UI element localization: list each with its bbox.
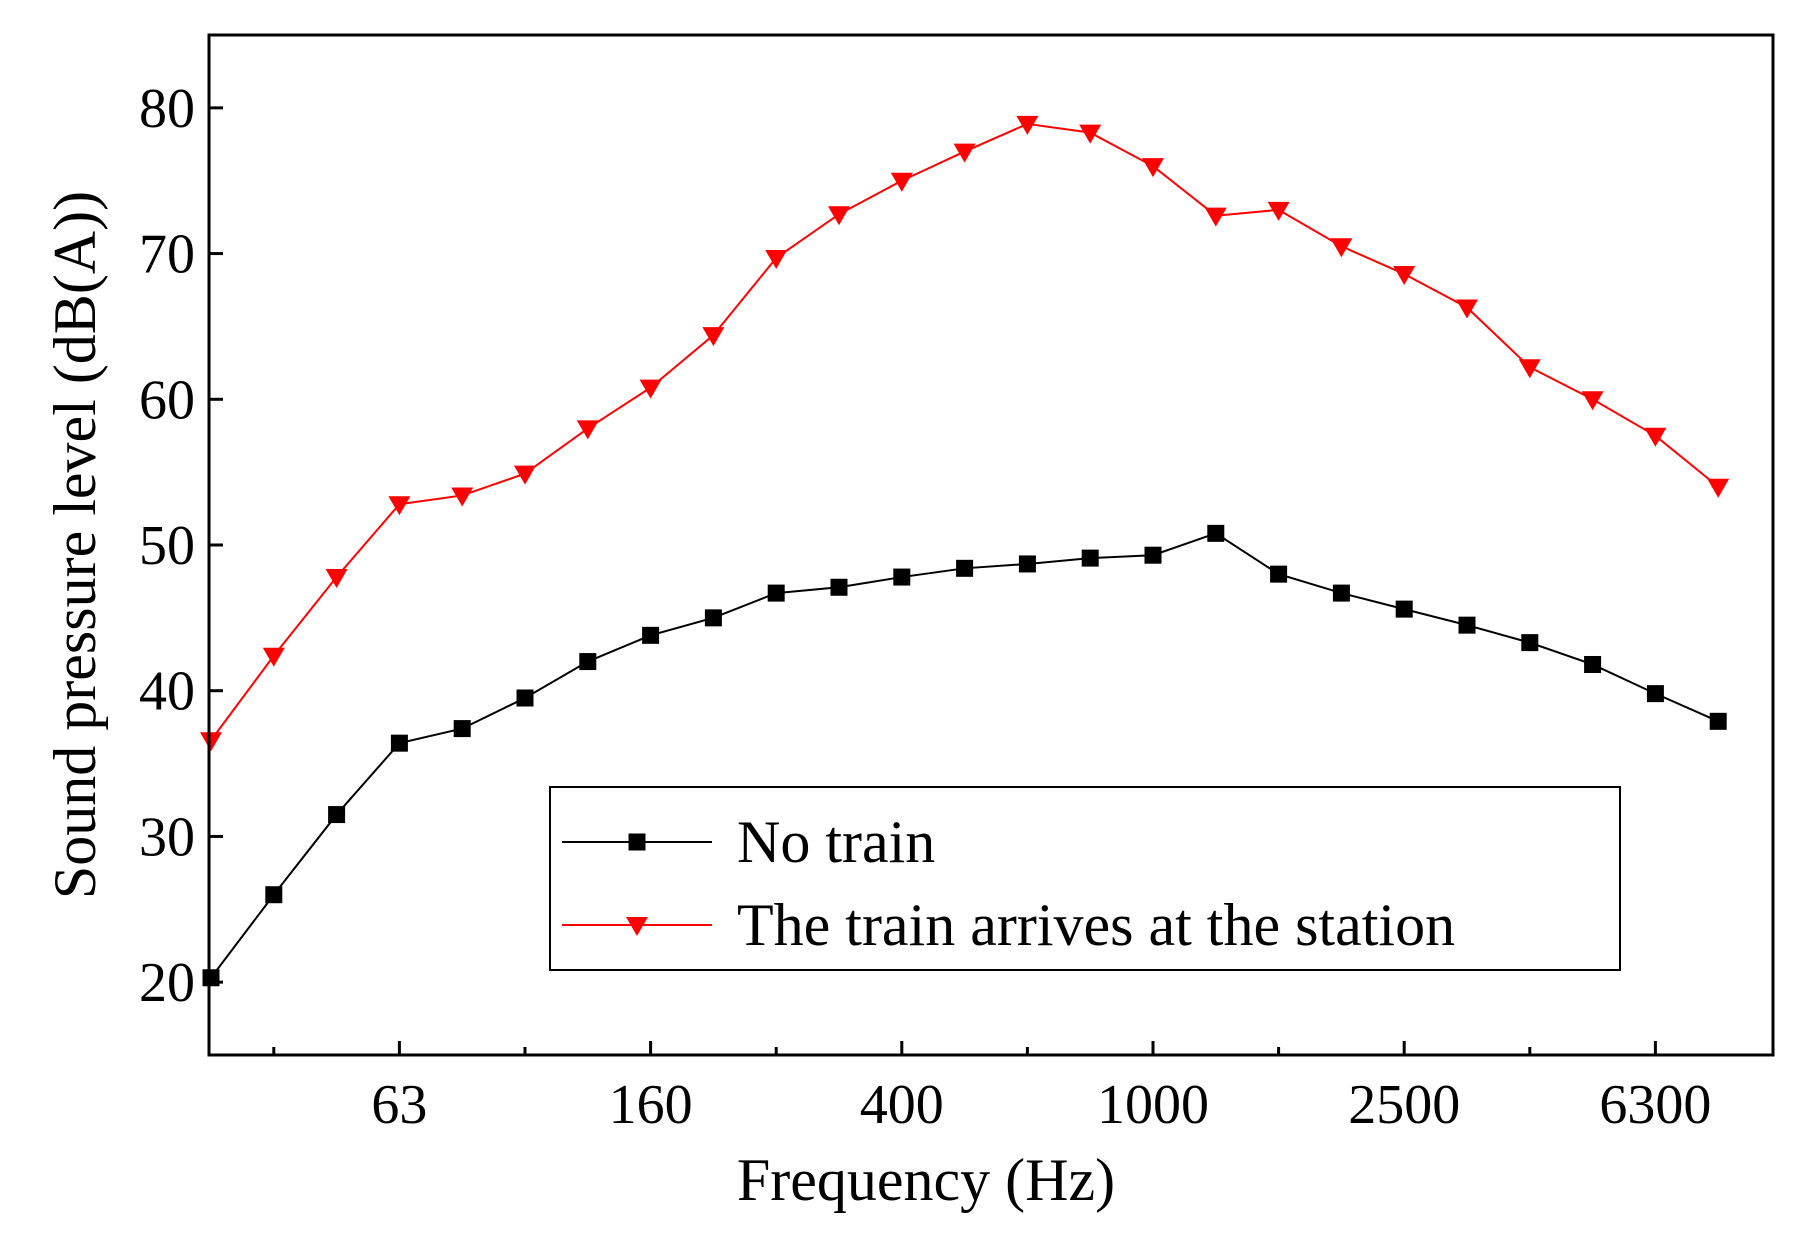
x-tick-label: 6300: [1599, 1074, 1711, 1136]
y-tick-label: 80: [139, 78, 195, 140]
data-point-no-train: [1081, 549, 1099, 567]
legend-marker-no-train: [628, 833, 646, 851]
data-point-train-arrives: [953, 143, 976, 163]
data-point-train-arrives: [1330, 238, 1353, 258]
data-point-no-train: [1395, 600, 1413, 618]
data-point-train-arrives: [200, 732, 222, 752]
data-point-no-train: [390, 734, 408, 752]
data-point-no-train: [1018, 555, 1036, 573]
data-point-no-train: [453, 720, 471, 738]
x-axis-title: Frequency (Hz): [737, 1147, 1115, 1213]
data-point-no-train: [767, 584, 785, 602]
data-point-no-train: [642, 626, 660, 644]
legend-items: No train The train arrives at the station: [562, 809, 1455, 958]
legend: No train The train arrives at the station: [549, 786, 1621, 971]
data-point-no-train: [1144, 546, 1162, 564]
data-point-train-arrives: [1267, 201, 1290, 221]
axes-layer: 20 30 40 50 60 70 80 63 160 400 1000 2500 6300: [139, 78, 1711, 1136]
data-point-train-arrives: [1581, 391, 1604, 411]
data-point-no-train: [328, 806, 346, 824]
data-point-train-arrives: [1707, 478, 1730, 498]
data-point-no-train: [1521, 634, 1539, 652]
y-tick-label: 40: [139, 661, 195, 723]
legend-label-train-arrives: The train arrives at the station: [737, 892, 1455, 958]
data-point-no-train: [893, 568, 911, 586]
plot-layer: [200, 115, 1730, 987]
x-tick-label: 160: [609, 1074, 693, 1136]
data-point-train-arrives: [1016, 115, 1039, 135]
series-no-train: [202, 524, 1727, 987]
data-point-no-train: [202, 969, 220, 987]
data-point-no-train: [1207, 524, 1225, 542]
legend-box: [549, 786, 1621, 971]
data-point-train-arrives: [262, 647, 285, 667]
data-point-no-train: [1332, 584, 1350, 602]
data-point-no-train: [830, 578, 848, 596]
data-point-train-arrives: [890, 172, 913, 192]
data-point-train-arrives: [325, 569, 348, 589]
data-point-no-train: [579, 653, 597, 671]
data-point-train-arrives: [1142, 158, 1164, 178]
data-point-no-train: [1584, 655, 1602, 673]
data-point-train-arrives: [1456, 299, 1478, 319]
data-point-no-train: [1270, 565, 1288, 583]
y-tick-label: 60: [139, 369, 195, 431]
data-point-no-train: [704, 609, 722, 627]
data-point-train-arrives: [1079, 124, 1102, 144]
data-point-no-train: [516, 689, 534, 707]
data-point-no-train: [956, 559, 974, 577]
series-line-train-arrives: [210, 122, 1719, 741]
y-tick-label: 30: [139, 806, 195, 868]
y-tick-label: 20: [139, 952, 195, 1014]
legend-marker-train-arrives: [626, 917, 648, 936]
data-point-train-arrives: [828, 206, 850, 226]
data-point-train-arrives: [451, 487, 474, 507]
data-point-no-train: [1458, 616, 1476, 634]
x-tick-label: 400: [860, 1074, 944, 1136]
data-point-train-arrives: [1644, 427, 1667, 447]
data-point-train-arrives: [702, 327, 725, 347]
data-point-no-train: [265, 886, 283, 904]
data-point-train-arrives: [1393, 265, 1416, 285]
x-tick-label: 1000: [1097, 1074, 1209, 1136]
data-point-train-arrives: [388, 496, 411, 516]
data-point-train-arrives: [576, 420, 599, 440]
data-point-train-arrives: [639, 379, 662, 399]
data-point-train-arrives: [514, 465, 536, 485]
series-train-arrives: [200, 115, 1730, 752]
data-point-train-arrives: [1204, 207, 1227, 227]
data-point-no-train: [1709, 712, 1727, 730]
data-point-no-train: [1646, 685, 1664, 703]
data-point-train-arrives: [765, 249, 788, 269]
y-axis-title: Sound pressure level (dB(A)): [42, 191, 108, 899]
legend-label-no-train: No train: [737, 809, 935, 875]
x-tick-label: 63: [371, 1074, 427, 1136]
x-tick-label: 2500: [1348, 1074, 1460, 1136]
data-point-train-arrives: [1518, 359, 1541, 379]
y-tick-label: 70: [139, 224, 195, 286]
y-tick-label: 50: [139, 515, 195, 577]
